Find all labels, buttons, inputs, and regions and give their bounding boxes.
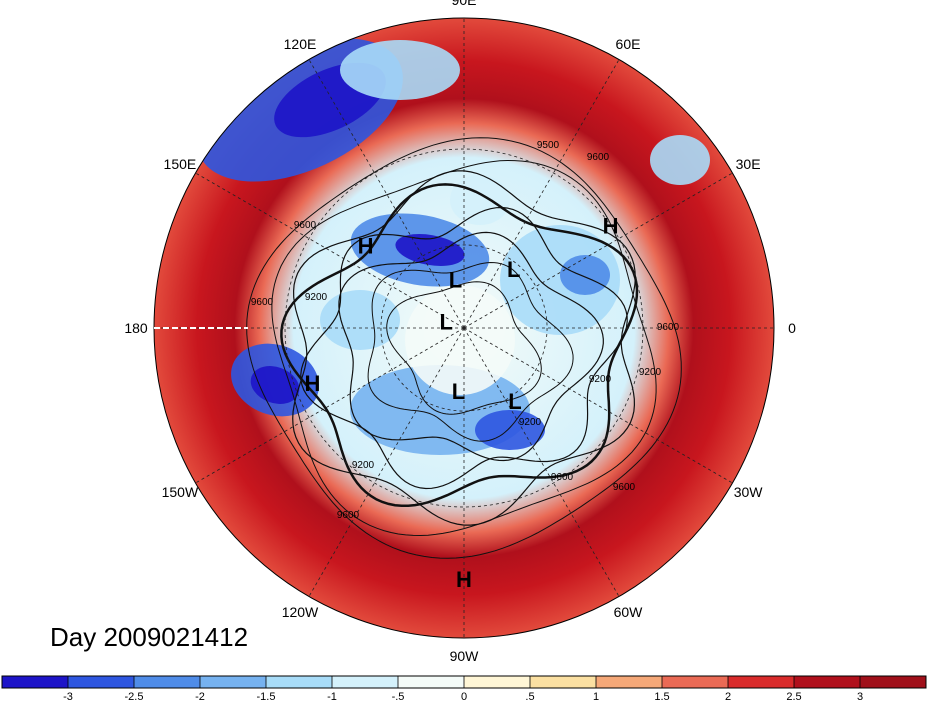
longitude-label: 90E <box>452 0 477 8</box>
low-pressure-marker: L <box>449 268 462 293</box>
colorbar-swatch <box>728 676 795 688</box>
colorbar-swatch <box>860 676 927 688</box>
low-pressure-marker: L <box>452 379 465 404</box>
colorbar-tick-label: 3 <box>857 691 863 702</box>
colorbar-tick-label: -1 <box>327 691 337 702</box>
height-contour-1 <box>367 261 574 442</box>
colorbar-tick-label: -2 <box>195 691 205 702</box>
height-contour-3 <box>300 206 628 490</box>
contour-label: 9200 <box>305 292 328 303</box>
high-pressure-marker: H <box>603 213 619 238</box>
parallel <box>284 148 644 508</box>
high-pressure-marker: H <box>304 371 320 396</box>
height-contour-0 <box>386 281 542 415</box>
longitude-label: 150W <box>162 484 199 500</box>
colorbar-swatch <box>68 676 135 688</box>
colorbar: -3 -2.5 -2 -1.5 -1 -.5 0 .5 1 1.5 2 2.5 3 <box>1 675 927 702</box>
colorbar-tick-label: -2.5 <box>125 691 144 702</box>
low-pressure-marker: L <box>439 310 452 335</box>
height-contour-4 <box>280 183 639 508</box>
day-label: Day 2009021412 <box>50 622 248 652</box>
anomaly-patch-14 <box>450 175 510 225</box>
colorbar-swatch <box>662 676 729 688</box>
contour-label: 9200 <box>519 417 542 428</box>
anomaly-patch-5 <box>560 255 610 295</box>
contour-label: 9200 <box>352 460 375 471</box>
meridian <box>195 172 465 329</box>
contour-label: 9600 <box>294 220 317 231</box>
colorbar-tick-label: 0 <box>461 691 467 702</box>
meridian <box>308 327 465 597</box>
high-pressure-marker: H <box>358 234 374 259</box>
anomaly-patch-12 <box>340 40 460 100</box>
longitude-label: 90W <box>450 648 480 664</box>
colorbar-swatch <box>266 676 333 688</box>
contour-label: 9200 <box>589 374 612 385</box>
colorbar-tick-label: 1 <box>593 691 599 702</box>
colorbar-tick-label: 2.5 <box>786 691 801 702</box>
meridian <box>463 327 620 597</box>
longitude-label: 180 <box>124 320 148 336</box>
meridian <box>308 59 465 329</box>
low-pressure-marker: L <box>508 389 521 414</box>
contour-label: 9500 <box>537 140 560 151</box>
colorbar-tick-label: -1.5 <box>257 691 276 702</box>
contour-label: 9600 <box>337 510 360 521</box>
height-contour-6 <box>271 159 657 537</box>
meridian <box>463 327 733 484</box>
longitude-label: 120E <box>284 36 317 52</box>
contour-labels: 9500 9600 9600 9200 9600 9200 9200 9200 9600 9600… <box>251 140 680 521</box>
colorbar-swatch <box>596 676 663 688</box>
contour-label: 9200 <box>639 367 662 378</box>
colorbar-swatch <box>200 676 267 688</box>
contour-label: 9600 <box>657 322 680 333</box>
low-pressure-marker: L <box>507 257 520 282</box>
height-contour-2 <box>338 231 604 462</box>
longitude-label: 60W <box>614 604 644 620</box>
colorbar-tick-label: 2 <box>725 691 731 702</box>
high-pressure-marker: H <box>456 567 472 592</box>
contour-label: 9600 <box>251 297 274 308</box>
colorbar-tick-label: -.5 <box>392 691 405 702</box>
colorbar-tick-label: .5 <box>525 691 534 702</box>
anomaly-patch-3 <box>395 234 465 266</box>
colorbar-swatch <box>530 676 597 688</box>
contour-label: 9600 <box>613 482 636 493</box>
colorbar-swatch <box>794 676 861 688</box>
lat-lon-grid <box>154 18 774 638</box>
height-contours <box>246 137 682 559</box>
colorbar-swatch <box>134 676 201 688</box>
meridian <box>463 59 620 329</box>
colorbar-tick-label: -3 <box>63 691 73 702</box>
anomaly-patch-11 <box>650 135 710 185</box>
height-contour-5 <box>292 170 636 526</box>
longitude-label: 30W <box>734 484 764 500</box>
colorbar-swatch <box>464 676 531 688</box>
contour-label: 9600 <box>587 152 610 163</box>
anomaly-patch-13 <box>405 285 515 395</box>
colorbar-swatch <box>2 676 69 688</box>
longitude-label: 60E <box>616 36 641 52</box>
colorbar-swatch <box>398 676 465 688</box>
colorbar-tick-label: 1.5 <box>654 691 669 702</box>
meridian <box>195 327 465 484</box>
longitude-label: 30E <box>736 156 761 172</box>
colorbar-swatch <box>332 676 399 688</box>
longitude-labels: 90E 60E 30E 0 30W 60W 90W 120W 150W 180 150E 120E <box>124 0 796 664</box>
anomaly-patch-9 <box>475 410 545 450</box>
longitude-label: 120W <box>282 604 319 620</box>
longitude-label: 0 <box>788 320 796 336</box>
meridian <box>463 172 733 329</box>
height-contour-7 <box>246 137 682 559</box>
contour-label: 9600 <box>551 472 574 483</box>
anomaly-patch-4 <box>500 225 620 335</box>
longitude-label: 150E <box>164 156 197 172</box>
parallel <box>380 244 548 412</box>
shading-field <box>154 18 774 638</box>
